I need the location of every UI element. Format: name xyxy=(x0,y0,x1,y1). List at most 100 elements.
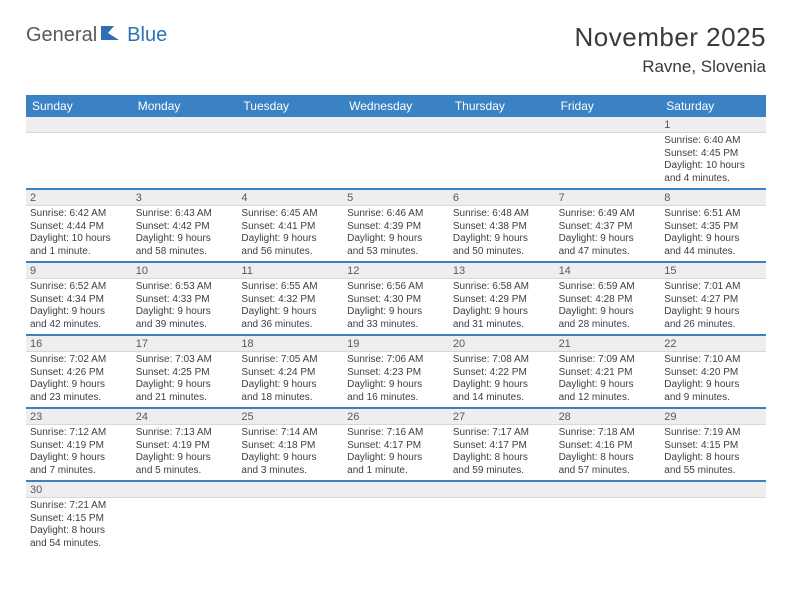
daylight-line2: and 18 minutes. xyxy=(241,392,339,405)
day-number: 13 xyxy=(449,263,555,278)
day-cell: Sunrise: 6:42 AMSunset: 4:44 PMDaylight:… xyxy=(26,206,132,261)
day-cell: Sunrise: 6:56 AMSunset: 4:30 PMDaylight:… xyxy=(343,279,449,334)
daylight-line1: Daylight: 9 hours xyxy=(453,379,551,392)
day-number: 26 xyxy=(343,409,449,424)
day-number: 1 xyxy=(660,117,766,132)
sunrise-line: Sunrise: 7:02 AM xyxy=(30,354,128,367)
sunset-line: Sunset: 4:30 PM xyxy=(347,294,445,307)
month-title: November 2025 xyxy=(575,22,767,53)
sunrise-line: Sunrise: 6:42 AM xyxy=(30,208,128,221)
dow-thu: Thursday xyxy=(449,95,555,117)
daylight-line2: and 44 minutes. xyxy=(664,246,762,259)
day-cell: Sunrise: 6:59 AMSunset: 4:28 PMDaylight:… xyxy=(555,279,661,334)
day-number: 5 xyxy=(343,190,449,205)
sunrise-line: Sunrise: 7:06 AM xyxy=(347,354,445,367)
sunrise-line: Sunrise: 7:21 AM xyxy=(30,500,128,513)
daylight-line2: and 39 minutes. xyxy=(136,319,234,332)
day-number: 16 xyxy=(26,336,132,351)
day-number xyxy=(132,482,238,497)
daylight-line1: Daylight: 9 hours xyxy=(664,379,762,392)
daylight-line2: and 23 minutes. xyxy=(30,392,128,405)
sunrise-line: Sunrise: 7:01 AM xyxy=(664,281,762,294)
sunset-line: Sunset: 4:18 PM xyxy=(241,440,339,453)
daylight-line2: and 28 minutes. xyxy=(559,319,657,332)
day-number xyxy=(555,117,661,132)
daynum-row: 23242526272829 xyxy=(26,409,766,425)
sunrise-line: Sunrise: 7:10 AM xyxy=(664,354,762,367)
sunset-line: Sunset: 4:15 PM xyxy=(30,513,128,526)
sunrise-line: Sunrise: 7:08 AM xyxy=(453,354,551,367)
sunset-line: Sunset: 4:19 PM xyxy=(136,440,234,453)
sunset-line: Sunset: 4:44 PM xyxy=(30,221,128,234)
sunrise-line: Sunrise: 6:51 AM xyxy=(664,208,762,221)
day-number: 10 xyxy=(132,263,238,278)
day-number: 6 xyxy=(449,190,555,205)
daylight-line2: and 21 minutes. xyxy=(136,392,234,405)
daynum-row: 2345678 xyxy=(26,190,766,206)
daylight-line1: Daylight: 9 hours xyxy=(347,306,445,319)
dow-sun: Sunday xyxy=(26,95,132,117)
day-number: 4 xyxy=(237,190,343,205)
day-cell: Sunrise: 7:08 AMSunset: 4:22 PMDaylight:… xyxy=(449,352,555,407)
day-number xyxy=(132,117,238,132)
sunrise-line: Sunrise: 6:45 AM xyxy=(241,208,339,221)
day-cell xyxy=(449,133,555,188)
dow-mon: Monday xyxy=(132,95,238,117)
daylight-line1: Daylight: 9 hours xyxy=(559,379,657,392)
daylight-line1: Daylight: 9 hours xyxy=(559,306,657,319)
daynum-row: 9101112131415 xyxy=(26,263,766,279)
day-number: 12 xyxy=(343,263,449,278)
day-number: 9 xyxy=(26,263,132,278)
daylight-line2: and 3 minutes. xyxy=(241,465,339,478)
daylight-line1: Daylight: 10 hours xyxy=(30,233,128,246)
day-number: 19 xyxy=(343,336,449,351)
day-cell xyxy=(449,498,555,553)
sunset-line: Sunset: 4:26 PM xyxy=(30,367,128,380)
daylight-line1: Daylight: 9 hours xyxy=(136,379,234,392)
sunrise-line: Sunrise: 6:49 AM xyxy=(559,208,657,221)
daylight-line2: and 54 minutes. xyxy=(30,538,128,551)
logo-text-general: General xyxy=(26,24,97,47)
sunset-line: Sunset: 4:21 PM xyxy=(559,367,657,380)
sunrise-line: Sunrise: 6:40 AM xyxy=(664,135,762,148)
day-number: 2 xyxy=(26,190,132,205)
sunrise-line: Sunrise: 7:13 AM xyxy=(136,427,234,440)
logo-text-blue: Blue xyxy=(127,24,167,47)
day-cell: Sunrise: 6:45 AMSunset: 4:41 PMDaylight:… xyxy=(237,206,343,261)
sunset-line: Sunset: 4:25 PM xyxy=(136,367,234,380)
day-cell xyxy=(237,498,343,553)
daylight-line1: Daylight: 9 hours xyxy=(136,452,234,465)
sunset-line: Sunset: 4:45 PM xyxy=(664,148,762,161)
sunrise-line: Sunrise: 7:03 AM xyxy=(136,354,234,367)
daylight-line2: and 56 minutes. xyxy=(241,246,339,259)
day-cell: Sunrise: 7:09 AMSunset: 4:21 PMDaylight:… xyxy=(555,352,661,407)
day-number xyxy=(660,482,766,497)
day-cell: Sunrise: 6:49 AMSunset: 4:37 PMDaylight:… xyxy=(555,206,661,261)
title-block: November 2025 Ravne, Slovenia xyxy=(575,22,767,77)
sunset-line: Sunset: 4:17 PM xyxy=(347,440,445,453)
sunset-line: Sunset: 4:17 PM xyxy=(453,440,551,453)
sunrise-line: Sunrise: 7:17 AM xyxy=(453,427,551,440)
daylight-line1: Daylight: 9 hours xyxy=(347,379,445,392)
day-number: 8 xyxy=(660,190,766,205)
day-number: 30 xyxy=(26,482,132,497)
day-number: 7 xyxy=(555,190,661,205)
day-cell: Sunrise: 6:52 AMSunset: 4:34 PMDaylight:… xyxy=(26,279,132,334)
daynum-row: 30 xyxy=(26,482,766,498)
daylight-line1: Daylight: 9 hours xyxy=(664,306,762,319)
daylight-line1: Daylight: 8 hours xyxy=(559,452,657,465)
daylight-line1: Daylight: 9 hours xyxy=(30,452,128,465)
daylight-line1: Daylight: 10 hours xyxy=(664,160,762,173)
day-cell xyxy=(132,133,238,188)
day-cell xyxy=(343,133,449,188)
daylight-line1: Daylight: 9 hours xyxy=(136,233,234,246)
sunrise-line: Sunrise: 7:14 AM xyxy=(241,427,339,440)
daylight-line2: and 33 minutes. xyxy=(347,319,445,332)
daylight-line2: and 26 minutes. xyxy=(664,319,762,332)
day-cell: Sunrise: 7:03 AMSunset: 4:25 PMDaylight:… xyxy=(132,352,238,407)
day-cell xyxy=(343,498,449,553)
daylight-line1: Daylight: 9 hours xyxy=(136,306,234,319)
sunrise-line: Sunrise: 6:53 AM xyxy=(136,281,234,294)
day-cell xyxy=(555,498,661,553)
day-number xyxy=(449,482,555,497)
